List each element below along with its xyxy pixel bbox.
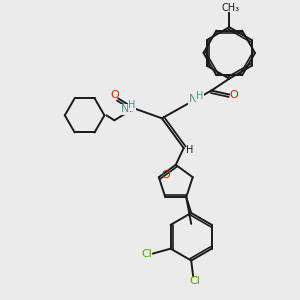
Text: O: O (110, 89, 119, 100)
Text: N: N (188, 94, 197, 104)
Text: H: H (128, 100, 136, 110)
Text: Cl: Cl (141, 249, 152, 259)
Text: CH₃: CH₃ (221, 3, 239, 13)
Text: O: O (161, 170, 170, 180)
Text: H: H (196, 91, 203, 100)
Text: N: N (121, 104, 129, 114)
Text: H: H (186, 145, 193, 155)
Text: Cl: Cl (190, 276, 201, 286)
Text: O: O (230, 89, 239, 100)
